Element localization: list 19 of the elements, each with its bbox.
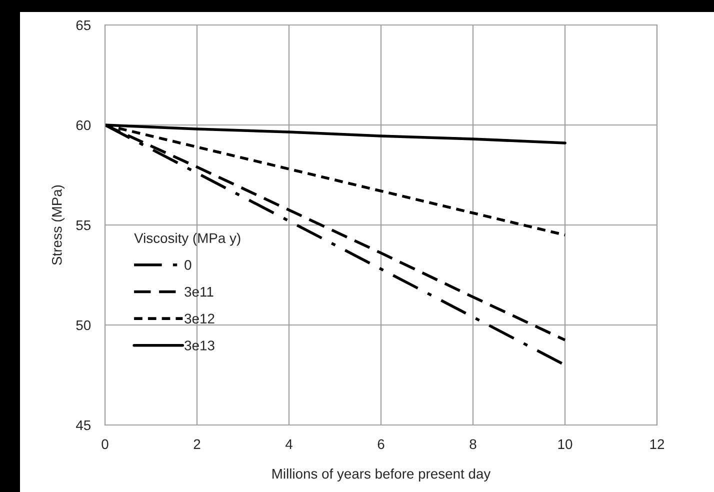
- x-tick-label: 8: [470, 439, 476, 450]
- x-tick-label: 0: [102, 439, 108, 450]
- legend-label: 3e12: [184, 314, 214, 324]
- legend-label: 3e11: [184, 286, 214, 297]
- x-tick-label: 10: [558, 439, 572, 450]
- y-tick-label: 45: [76, 420, 91, 430]
- legend-label: 3e13: [184, 340, 214, 350]
- y-axis-title: Stress (MPa): [52, 185, 65, 265]
- x-axis-title: Millions of years before present day: [272, 468, 491, 482]
- y-tick-label: 55: [76, 220, 91, 230]
- x-tick-label: 4: [285, 439, 292, 449]
- y-tick-label: 65: [76, 20, 91, 30]
- y-tick-label: 50: [76, 320, 91, 330]
- legend-title: Viscosity (MPa y): [134, 232, 240, 246]
- x-tick-label: 6: [378, 439, 384, 450]
- x-tick-label: 12: [650, 439, 664, 449]
- x-tick-label: 2: [194, 439, 200, 449]
- legend-label: 0: [184, 260, 192, 270]
- y-tick-label: 60: [76, 120, 91, 130]
